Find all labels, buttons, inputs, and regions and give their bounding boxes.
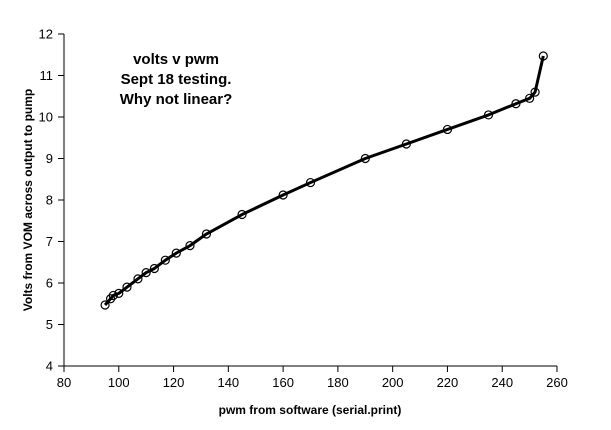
- x-tick-label: 120: [163, 375, 185, 390]
- chart-title-line-3: Why not linear?: [120, 91, 233, 108]
- data-point: [442, 124, 453, 135]
- data-point: [114, 288, 124, 298]
- data-point: [160, 255, 170, 265]
- data-point: [201, 229, 212, 239]
- y-tick-label: 8: [46, 193, 53, 208]
- data-point: [305, 177, 316, 188]
- chart-title-line-2: Sept 18 testing.: [121, 71, 232, 88]
- data-point: [525, 93, 535, 103]
- data-markers: [100, 51, 548, 310]
- data-point: [530, 87, 540, 97]
- y-tick-label: 4: [46, 359, 53, 374]
- series-line: [103, 55, 545, 306]
- data-point: [401, 139, 411, 149]
- data-point: [185, 241, 195, 251]
- x-tick-label: 200: [382, 375, 404, 390]
- y-tick-label: 12: [39, 27, 53, 42]
- x-tick-label: 100: [108, 375, 130, 390]
- tick-labels: 80 100 120 140 160 180 200 220 240 260 4 5 6 7 8 9 10 11 1…: [39, 27, 568, 391]
- data-point: [511, 99, 521, 109]
- y-tick-label: 7: [46, 234, 53, 249]
- data-point: [108, 290, 118, 301]
- data-point: [141, 268, 151, 278]
- y-tick-label: 5: [46, 317, 53, 332]
- data-point: [100, 300, 110, 310]
- x-tick-label: 260: [546, 375, 568, 390]
- data-point: [360, 153, 370, 164]
- y-axis-label: Volts from VOM across output to pump: [21, 89, 35, 311]
- y-tick-label: 10: [39, 110, 53, 125]
- data-point: [149, 263, 159, 274]
- data-point: [278, 190, 288, 200]
- data-point: [171, 248, 181, 258]
- chart-title-line-1: volts v pwm: [133, 51, 219, 68]
- y-tick-label: 9: [46, 151, 53, 166]
- data-point: [122, 282, 132, 292]
- x-tick-label: 80: [57, 375, 71, 390]
- x-axis-label: pwm from software (serial.print): [219, 403, 402, 417]
- x-tick-label: 180: [327, 375, 349, 390]
- y-tick-label: 6: [46, 276, 53, 291]
- x-tick-label: 160: [272, 375, 294, 390]
- data-point: [237, 209, 247, 220]
- data-point: [538, 51, 548, 61]
- y-tick-label: 11: [40, 68, 54, 83]
- x-tick-label: 140: [217, 375, 239, 390]
- x-tick-label: 220: [437, 375, 459, 390]
- ticks: [58, 33, 558, 372]
- x-tick-label: 240: [491, 375, 513, 390]
- data-point: [133, 274, 143, 284]
- data-point: [483, 110, 494, 120]
